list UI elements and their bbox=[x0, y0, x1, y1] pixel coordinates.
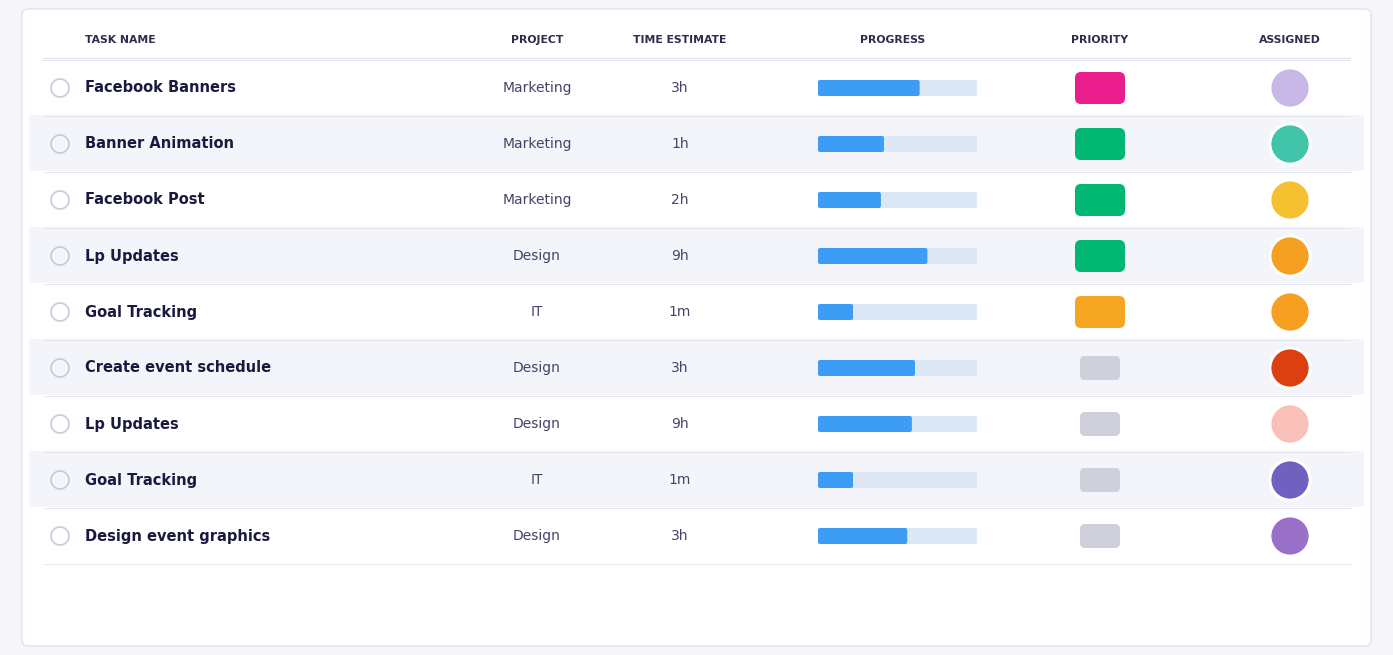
FancyBboxPatch shape bbox=[818, 136, 885, 152]
FancyBboxPatch shape bbox=[29, 339, 1364, 395]
FancyBboxPatch shape bbox=[22, 9, 1371, 646]
Text: 3h: 3h bbox=[671, 529, 688, 543]
FancyBboxPatch shape bbox=[29, 227, 1364, 283]
FancyBboxPatch shape bbox=[818, 528, 907, 544]
Circle shape bbox=[1273, 519, 1307, 553]
FancyBboxPatch shape bbox=[818, 80, 976, 96]
FancyBboxPatch shape bbox=[1075, 184, 1126, 216]
Text: Facebook Post: Facebook Post bbox=[85, 193, 205, 208]
Text: Goal Tracking: Goal Tracking bbox=[85, 472, 198, 487]
FancyBboxPatch shape bbox=[818, 360, 976, 376]
Circle shape bbox=[1270, 404, 1309, 444]
Circle shape bbox=[1270, 68, 1309, 108]
Circle shape bbox=[1270, 460, 1309, 500]
FancyBboxPatch shape bbox=[818, 528, 976, 544]
Circle shape bbox=[1273, 295, 1307, 329]
Text: IT: IT bbox=[531, 305, 543, 319]
Text: Design: Design bbox=[513, 361, 561, 375]
FancyBboxPatch shape bbox=[818, 248, 928, 264]
Text: Banner Animation: Banner Animation bbox=[85, 136, 234, 151]
FancyBboxPatch shape bbox=[818, 416, 912, 432]
FancyBboxPatch shape bbox=[818, 192, 880, 208]
Text: IT: IT bbox=[531, 473, 543, 487]
Text: Lp Updates: Lp Updates bbox=[85, 248, 178, 263]
Circle shape bbox=[1273, 351, 1307, 385]
Circle shape bbox=[1270, 348, 1309, 388]
FancyBboxPatch shape bbox=[1075, 296, 1126, 328]
Text: Marketing: Marketing bbox=[503, 193, 571, 207]
FancyBboxPatch shape bbox=[29, 115, 1364, 171]
Text: Marketing: Marketing bbox=[503, 81, 571, 95]
Circle shape bbox=[1270, 180, 1309, 220]
FancyBboxPatch shape bbox=[29, 451, 1364, 507]
Circle shape bbox=[1273, 407, 1307, 441]
Circle shape bbox=[1270, 516, 1309, 556]
Text: 3h: 3h bbox=[671, 361, 688, 375]
Circle shape bbox=[1273, 71, 1307, 105]
Text: Design: Design bbox=[513, 529, 561, 543]
Text: 1m: 1m bbox=[669, 473, 691, 487]
FancyBboxPatch shape bbox=[1080, 468, 1120, 492]
Text: TIME ESTIMATE: TIME ESTIMATE bbox=[634, 35, 727, 45]
Text: PROJECT: PROJECT bbox=[511, 35, 563, 45]
Circle shape bbox=[1270, 236, 1309, 276]
Text: Create event schedule: Create event schedule bbox=[85, 360, 272, 375]
FancyBboxPatch shape bbox=[818, 304, 853, 320]
Text: 3h: 3h bbox=[671, 81, 688, 95]
Text: Design: Design bbox=[513, 417, 561, 431]
FancyBboxPatch shape bbox=[818, 136, 976, 152]
Circle shape bbox=[1273, 463, 1307, 497]
FancyBboxPatch shape bbox=[818, 360, 915, 376]
FancyBboxPatch shape bbox=[818, 472, 976, 488]
Circle shape bbox=[1270, 292, 1309, 332]
Circle shape bbox=[1270, 124, 1309, 164]
Text: TASK NAME: TASK NAME bbox=[85, 35, 156, 45]
Text: Lp Updates: Lp Updates bbox=[85, 417, 178, 432]
FancyBboxPatch shape bbox=[1075, 128, 1126, 160]
FancyBboxPatch shape bbox=[1080, 412, 1120, 436]
Text: PRIORITY: PRIORITY bbox=[1071, 35, 1128, 45]
Text: Facebook Banners: Facebook Banners bbox=[85, 81, 235, 96]
FancyBboxPatch shape bbox=[1080, 356, 1120, 380]
Circle shape bbox=[1273, 183, 1307, 217]
Text: 1h: 1h bbox=[671, 137, 688, 151]
Text: Design event graphics: Design event graphics bbox=[85, 529, 270, 544]
Circle shape bbox=[1273, 239, 1307, 273]
FancyBboxPatch shape bbox=[818, 416, 976, 432]
Text: 9h: 9h bbox=[671, 417, 688, 431]
Text: Design: Design bbox=[513, 249, 561, 263]
Circle shape bbox=[1273, 127, 1307, 161]
Text: Goal Tracking: Goal Tracking bbox=[85, 305, 198, 320]
FancyBboxPatch shape bbox=[818, 248, 976, 264]
Text: ASSIGNED: ASSIGNED bbox=[1259, 35, 1321, 45]
FancyBboxPatch shape bbox=[818, 472, 853, 488]
Text: PROGRESS: PROGRESS bbox=[859, 35, 925, 45]
Text: Marketing: Marketing bbox=[503, 137, 571, 151]
FancyBboxPatch shape bbox=[818, 80, 919, 96]
FancyBboxPatch shape bbox=[818, 192, 976, 208]
Text: 1m: 1m bbox=[669, 305, 691, 319]
FancyBboxPatch shape bbox=[818, 304, 976, 320]
Text: 2h: 2h bbox=[671, 193, 688, 207]
FancyBboxPatch shape bbox=[1080, 524, 1120, 548]
FancyBboxPatch shape bbox=[1075, 240, 1126, 272]
FancyBboxPatch shape bbox=[1075, 72, 1126, 104]
Text: 9h: 9h bbox=[671, 249, 688, 263]
